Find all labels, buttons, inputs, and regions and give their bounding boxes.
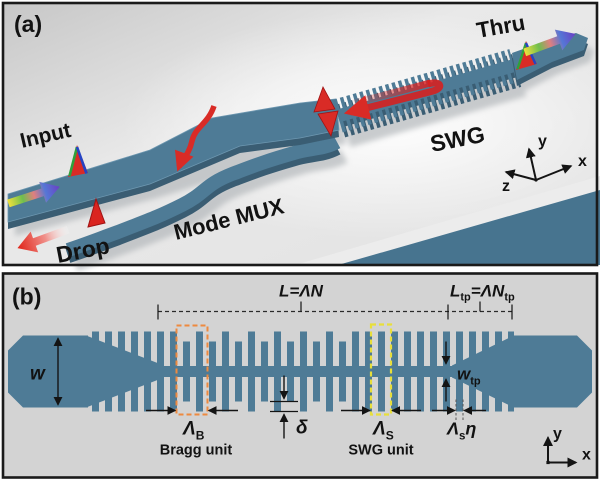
drop-waveguide-top xyxy=(65,135,341,257)
reflection-band xyxy=(343,79,444,120)
panel-b-tag: (b) xyxy=(12,284,41,310)
delta-label: δ xyxy=(296,418,308,439)
axes-2d: y x xyxy=(543,426,591,468)
axes-2d-origin xyxy=(546,460,550,465)
width-dim: w xyxy=(30,337,63,406)
panel-b: L=ΛN Ltp=ΛNtp w ΛB Bragg unit δ xyxy=(1,272,599,479)
axis-b-x-label: x xyxy=(582,447,591,464)
thru-arrow xyxy=(523,29,576,57)
taper-width-label: wtp xyxy=(457,365,481,388)
drop-waveguide xyxy=(65,135,341,263)
duty-label: Λsη xyxy=(446,419,476,443)
axes-3d: y x z xyxy=(502,133,587,195)
drop-pulse xyxy=(87,197,106,228)
output-taper-top xyxy=(512,33,588,80)
reflection-band-return-arrow xyxy=(343,79,444,120)
drop-arrow xyxy=(17,225,70,253)
bragg-period-label: ΛB xyxy=(182,419,205,443)
panel-b-border xyxy=(1,272,599,479)
length-brackets: L=ΛN Ltp=ΛNtp xyxy=(157,282,515,320)
width-label: w xyxy=(30,364,46,385)
swg-period-label: ΛS xyxy=(372,419,394,443)
input-pulse xyxy=(68,145,88,177)
mode-transfer-arrow xyxy=(174,104,217,172)
axis-x-label: x xyxy=(578,153,587,170)
input-arrow xyxy=(7,181,60,208)
panel-a: (a) Input Drop Mode MUX SWG Thru y x z xyxy=(1,1,600,272)
axis-b-y-label: y xyxy=(553,426,562,443)
axes-3d-origin xyxy=(534,178,538,182)
taper-length-label: Ltp=ΛNtp xyxy=(450,282,515,304)
duty-dim: Λsη xyxy=(432,399,486,443)
delta-dim: δ xyxy=(270,375,308,439)
bragg-unit-box xyxy=(175,324,209,416)
left-slab xyxy=(8,335,88,408)
panel-a-tag: (a) xyxy=(14,11,42,37)
swg-unit-caption: SWG unit xyxy=(348,443,413,459)
bus-pulse-bowtie xyxy=(313,86,339,138)
axis-y-label: y xyxy=(538,133,547,150)
mode-pulses xyxy=(68,41,537,228)
right-slab xyxy=(512,335,592,408)
bus-waveguide-top xyxy=(7,98,340,223)
grating-length-label: L=ΛN xyxy=(279,282,324,301)
axis-z-label: z xyxy=(502,178,510,195)
bragg-unit: ΛB Bragg unit xyxy=(146,324,238,459)
panel-a-border xyxy=(1,1,599,267)
substrate xyxy=(338,190,600,265)
swg-unit-box xyxy=(369,323,393,416)
bragg-unit-caption: Bragg unit xyxy=(160,443,233,459)
bus-waveguide xyxy=(7,98,340,229)
substrate-edge-highlight xyxy=(295,176,600,265)
port-arrows xyxy=(7,29,576,253)
swg-unit: ΛS SWG unit xyxy=(341,323,421,459)
taper-width-dim: wtp xyxy=(441,341,481,402)
core-bar xyxy=(155,366,460,377)
